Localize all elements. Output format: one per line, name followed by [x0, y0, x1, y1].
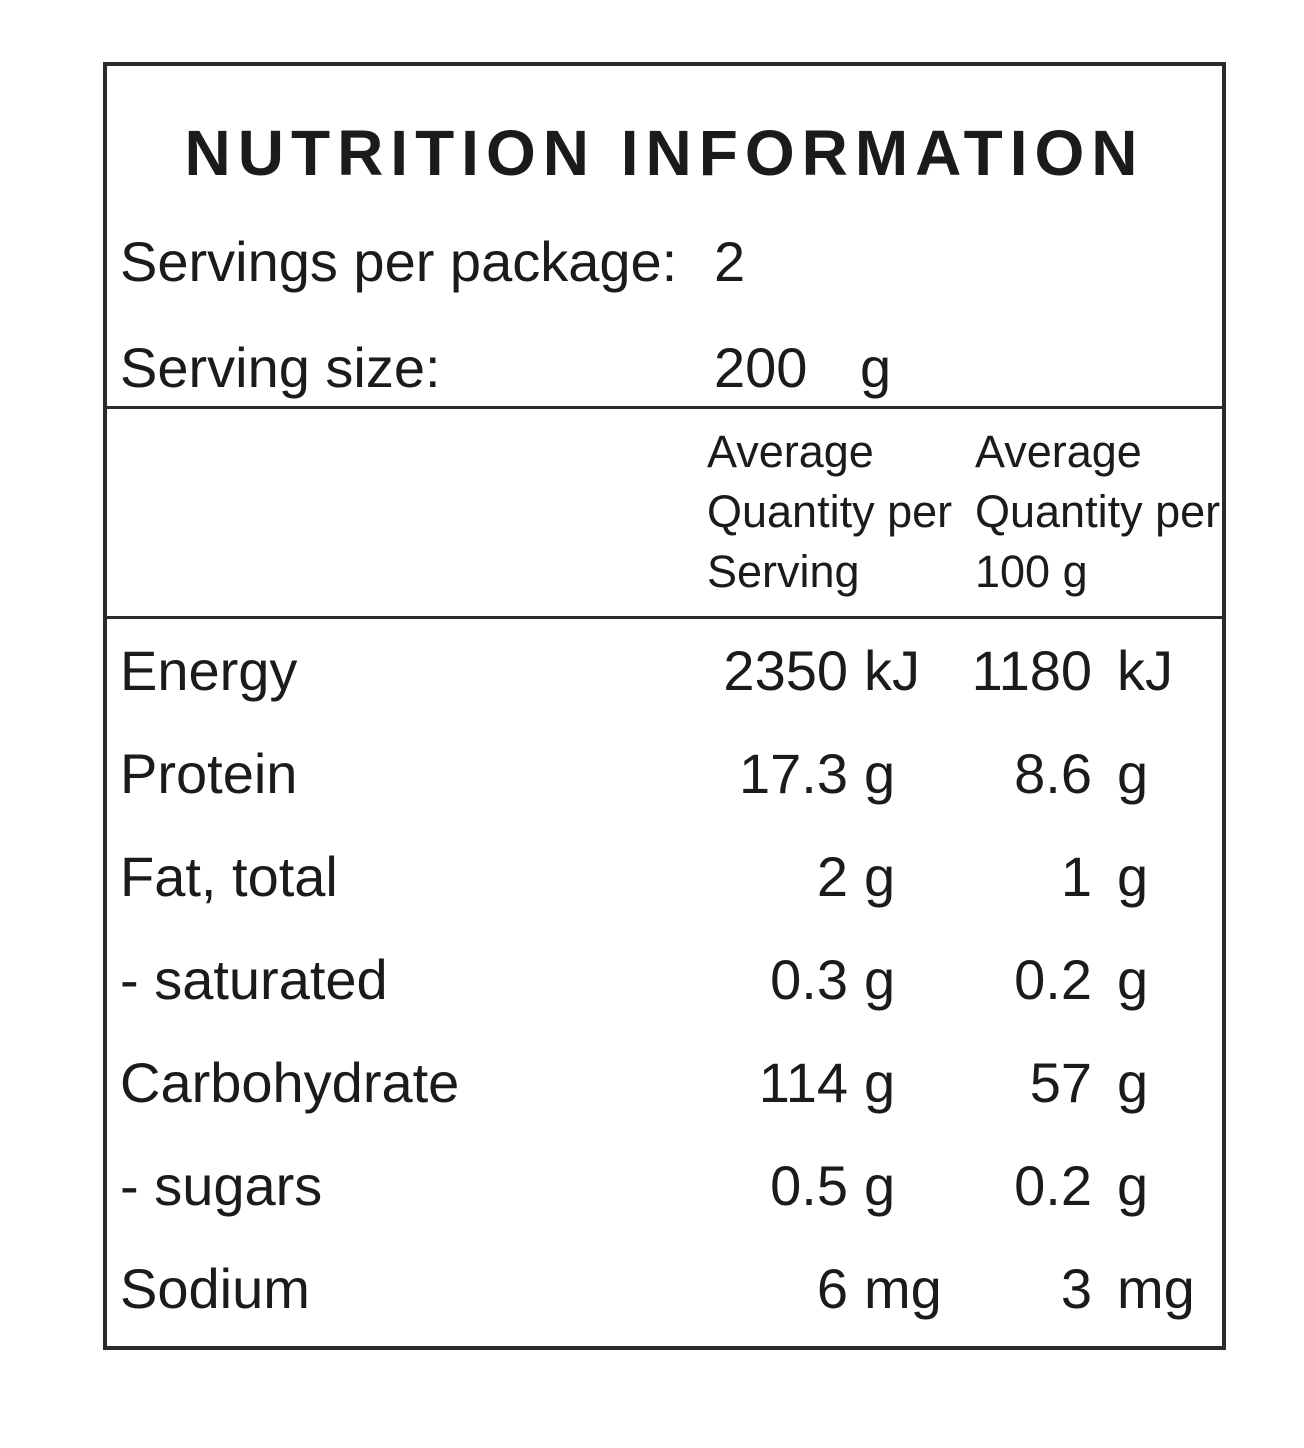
per-100g-header-line: 100 g [975, 546, 1088, 597]
per-100g-unit: g [1117, 844, 1149, 908]
nutrient-name: Protein [120, 741, 298, 805]
nutrient-name: - sugars [120, 1153, 323, 1217]
per-serving-header-line: Quantity per [707, 486, 953, 537]
nutrient-name: - saturated [120, 947, 388, 1011]
nutrient-name: Energy [120, 638, 298, 702]
serving-size-label: Serving size: [120, 336, 441, 399]
per-100g-unit: g [1117, 1153, 1149, 1217]
table-row: Protein 17.3 g 8.6 g [107, 722, 1222, 825]
per-100g-header-line: Average [975, 426, 1142, 477]
table-row: Fat, total 2 g 1 g [107, 825, 1222, 928]
servings-per-package-label: Servings per package: [120, 230, 678, 293]
per-serving-value: 0.5 [770, 1153, 848, 1217]
panel-title: NUTRITION INFORMATION [184, 117, 1145, 189]
per-100g-unit: g [1117, 1050, 1149, 1114]
serving-size-value: 200 [714, 336, 808, 399]
per-serving-column-header: Average Quantity per Serving [707, 422, 952, 602]
per-100g-unit: mg [1117, 1256, 1195, 1320]
servings-per-package-unit [860, 234, 1222, 290]
table-row: Sodium 6 mg 3 mg [107, 1237, 1222, 1340]
per-serving-unit: g [864, 1050, 896, 1114]
per-serving-unit: g [864, 1153, 896, 1217]
per-100g-value: 1180 [971, 638, 1092, 702]
panel-header-section: NUTRITION INFORMATION Servings per packa… [107, 66, 1222, 409]
per-serving-unit: g [864, 844, 896, 908]
per-serving-value: 2350 [723, 638, 848, 702]
column-headers-section: Average Quantity per Serving Average Qua… [107, 409, 1222, 619]
per-serving-value: 0.3 [770, 947, 848, 1011]
per-serving-value: 114 [758, 1050, 848, 1114]
per-100g-unit: g [1117, 947, 1149, 1011]
per-100g-value: 3 [1060, 1256, 1092, 1320]
per-serving-value: 17.3 [739, 741, 848, 805]
per-100g-value: 8.6 [1014, 741, 1092, 805]
per-100g-value: 1 [1060, 844, 1092, 908]
table-row: - saturated 0.3 g 0.2 g [107, 928, 1222, 1031]
servings-per-package-value: 2 [714, 230, 746, 293]
per-serving-unit: g [864, 947, 896, 1011]
per-serving-header-line: Average [707, 426, 874, 477]
nutrient-name: Carbohydrate [120, 1050, 460, 1114]
per-100g-value: 0.2 [1014, 947, 1092, 1011]
table-row: - sugars 0.5 g 0.2 g [107, 1134, 1222, 1237]
nutrient-name: Sodium [120, 1256, 310, 1320]
table-row: Carbohydrate 114 g 57 g [107, 1031, 1222, 1134]
per-100g-unit: kJ [1117, 638, 1173, 702]
per-100g-value: 57 [1029, 1050, 1092, 1114]
per-serving-unit: g [864, 741, 896, 805]
serving-size-unit: g [860, 336, 892, 399]
nutrient-rows-section: Energy 2350 kJ 1180 kJ Protein 17.3 g 8.… [107, 619, 1222, 1340]
per-serving-value: 6 [816, 1256, 848, 1320]
serving-size-row: Serving size: 200 g [107, 340, 1222, 396]
per-serving-value: 2 [816, 844, 848, 908]
servings-per-package-row: Servings per package: 2 [107, 234, 1222, 290]
nutrition-panel: NUTRITION INFORMATION Servings per packa… [103, 62, 1226, 1350]
per-100g-unit: g [1117, 741, 1149, 805]
nutrient-name: Fat, total [120, 844, 338, 908]
per-serving-unit: mg [864, 1256, 942, 1320]
per-100g-value: 0.2 [1014, 1153, 1092, 1217]
per-serving-header-line: Serving [707, 546, 860, 597]
per-serving-unit: kJ [864, 638, 920, 702]
per-100g-column-header: Average Quantity per 100 g [975, 422, 1220, 602]
table-row: Energy 2350 kJ 1180 kJ [107, 619, 1222, 722]
per-100g-header-line: Quantity per [975, 486, 1221, 537]
